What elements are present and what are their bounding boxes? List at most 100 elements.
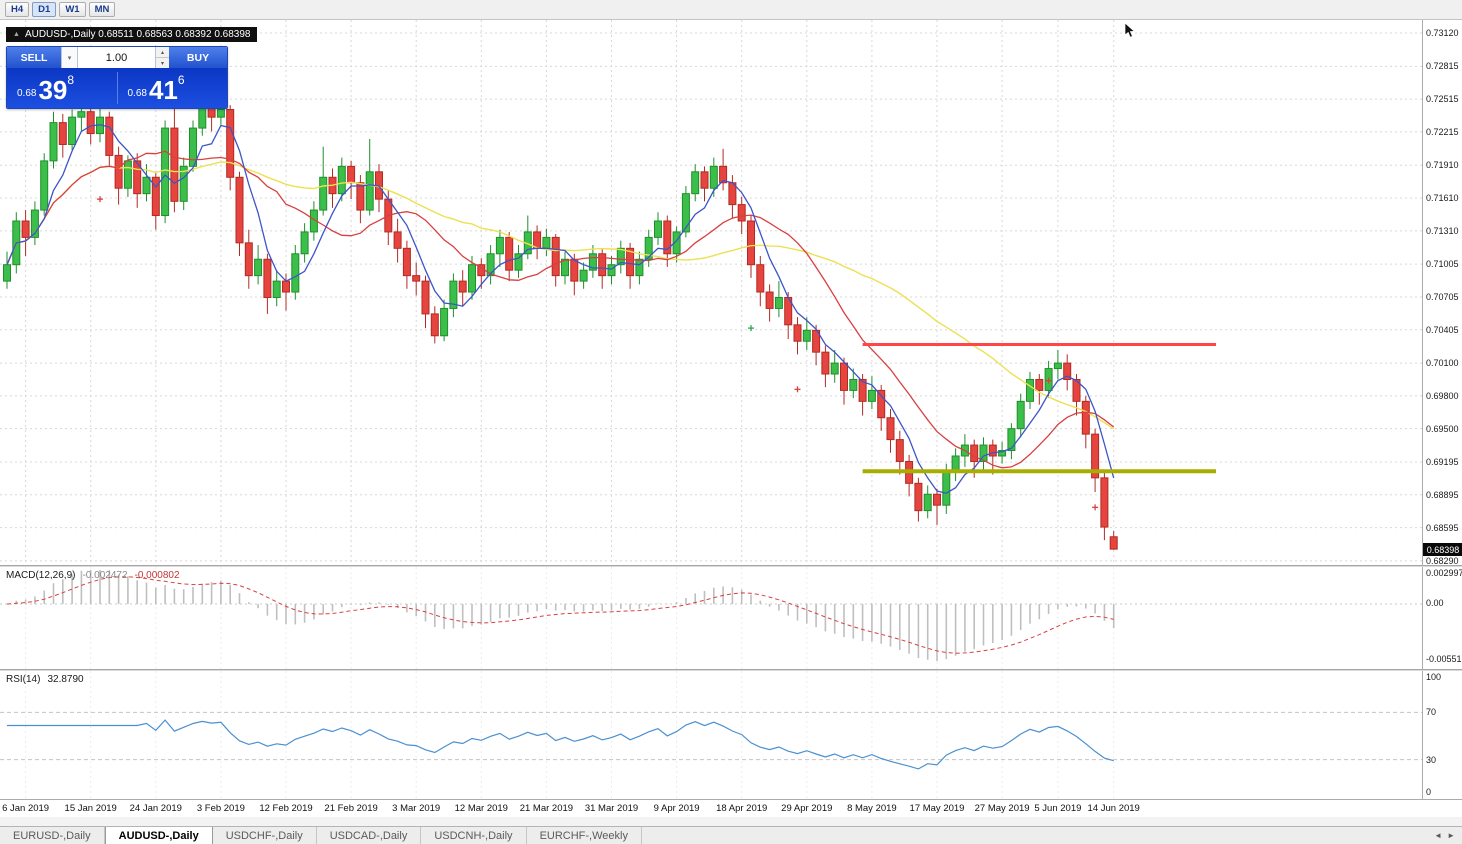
macd-panel: MACD(12,26,9) -0.002472 -0.000802 0.0029…	[0, 567, 1462, 669]
symbol-marker-icon: ▲	[13, 31, 20, 38]
one-click-trading-panel: SELL ▾ 1.00 ▴ ▾ BUY 0.68 39 8 0.68 41	[6, 46, 228, 109]
chart-tabs-list: EURUSD-,Daily AUDUSD-,Daily USDCHF-,Daily U…	[0, 827, 642, 844]
time-axis-label: 31 Mar 2019	[584, 803, 639, 814]
sell-price[interactable]: 0.68 39 8	[7, 68, 117, 108]
tab-scroll-right-icon[interactable]: ►	[1447, 831, 1455, 840]
time-axis-label: 12 Mar 2019	[454, 803, 508, 814]
tab-scroll-arrows: ◄ ►	[1434, 827, 1462, 844]
time-axis-label: 14 Jun 2019	[1087, 803, 1140, 814]
timeframe-toolbar: H4 D1 W1 MN	[0, 0, 1462, 20]
buy-price-pip-digit: 6	[177, 73, 185, 87]
buy-button[interactable]: BUY	[169, 47, 227, 68]
time-axis-label: 6 Jan 2019	[2, 803, 50, 814]
volume-stepper: ▴ ▾	[155, 47, 169, 68]
price-scale-label: 0.68595	[1426, 522, 1459, 533]
time-axis-label: 24 Jan 2019	[129, 803, 182, 814]
timeframe-button-w1[interactable]: W1	[59, 2, 86, 17]
time-axis-label: 21 Mar 2019	[519, 803, 574, 814]
sell-price-prefix: 0.68	[17, 88, 37, 99]
rsi-scale[interactable]: 100 70 30 0	[1422, 671, 1462, 799]
price-scale-label: 0.71610	[1426, 193, 1459, 204]
time-axis-label: 3 Feb 2019	[196, 803, 245, 814]
price-scale-label: 0.71910	[1426, 160, 1459, 171]
timeframe-button-h4[interactable]: H4	[5, 2, 30, 17]
one-click-controls-row: SELL ▾ 1.00 ▴ ▾ BUY	[7, 47, 227, 68]
time-axis-label: 15 Jan 2019	[64, 803, 117, 814]
time-axis-label: 3 Mar 2019	[392, 803, 441, 814]
sell-button[interactable]: SELL	[7, 47, 61, 68]
rsi-canvas[interactable]	[0, 671, 1422, 799]
price-scale-label: 0.70705	[1426, 291, 1459, 302]
price-scale-label: 0.73120	[1426, 28, 1459, 38]
buy-price[interactable]: 0.68 41 6	[118, 68, 228, 108]
time-axis-label: 27 May 2019	[974, 803, 1030, 814]
chart-ohlc-info: ▲ AUDUSD-,Daily 0.68511 0.68563 0.68392 …	[6, 27, 258, 42]
panel-splitter[interactable]	[0, 565, 1462, 567]
price-scale[interactable]: 0.68398 0.73120 0.72815 0.72515 0.72215 0.71…	[1422, 20, 1462, 566]
volume-input[interactable]: 1.00	[78, 47, 155, 68]
rsi-scale-70: 70	[1426, 707, 1437, 717]
timeframe-button-mn[interactable]: MN	[88, 2, 116, 17]
chart-tabs-bar: EURUSD-,Daily AUDUSD-,Daily USDCHF-,Daily U…	[0, 826, 1462, 844]
chart-tab-eurusd-daily[interactable]: EURUSD-,Daily	[0, 827, 105, 844]
chart-title: AUDUSD-,Daily 0.68511 0.68563 0.68392 0.…	[24, 29, 251, 40]
time-axis-label: 5 Jun 2019	[1034, 803, 1082, 814]
volume-decrease-button[interactable]: ▾	[156, 58, 169, 68]
macd-scale-zero: 0.00	[1426, 598, 1444, 608]
price-scale-label: 0.72815	[1426, 61, 1459, 72]
chart-tab-usdcad-daily[interactable]: USDCAD-,Daily	[316, 827, 422, 844]
price-scale-label: 0.69800	[1426, 390, 1459, 401]
time-axis-label: 9 Apr 2019	[653, 803, 700, 814]
volume-increase-button[interactable]: ▴	[156, 47, 169, 58]
buy-price-big-digits: 41	[148, 75, 178, 105]
macd-scale-top: 0.002997	[1426, 568, 1462, 578]
time-axis-label: 21 Feb 2019	[324, 803, 378, 814]
rsi-header: RSI(14) 32.8790	[6, 674, 84, 685]
price-scale-label: 0.69500	[1426, 423, 1459, 434]
time-axis-label: 29 Apr 2019	[781, 803, 833, 814]
price-scale-label: 0.72215	[1426, 126, 1459, 137]
sell-price-pip-digit: 8	[67, 73, 75, 87]
time-axis-label: 17 May 2019	[909, 803, 965, 814]
price-scale-label: 0.68290	[1426, 555, 1459, 566]
tab-scroll-left-icon[interactable]: ◄	[1434, 831, 1443, 840]
price-chart-canvas[interactable]	[0, 20, 1422, 565]
price-scale-label: 0.71005	[1426, 259, 1459, 270]
main-chart-panel: ▲ AUDUSD-,Daily 0.68511 0.68563 0.68392 …	[0, 20, 1462, 566]
volume-dropdown-button[interactable]: ▾	[61, 47, 78, 68]
macd-name: MACD(12,26,9)	[6, 570, 76, 581]
chart-scroll-strip	[0, 817, 1462, 826]
chart-tab-usdcnh-daily[interactable]: USDCNH-,Daily	[421, 827, 527, 844]
price-scale-label: 0.72515	[1426, 94, 1459, 105]
rsi-value: 32.8790	[47, 674, 84, 685]
price-scale-label: 0.69195	[1426, 457, 1459, 467]
rsi-scale-30: 30	[1426, 755, 1437, 765]
time-axis-label: 8 May 2019	[847, 803, 897, 814]
macd-main-value: -0.002472	[82, 570, 128, 581]
panel-splitter[interactable]	[0, 669, 1462, 671]
price-scale-label: 0.68895	[1426, 489, 1459, 500]
timeframe-button-d1[interactable]: D1	[32, 2, 57, 17]
time-axis-label: 18 Apr 2019	[716, 803, 768, 814]
chart-tab-usdchf-daily[interactable]: USDCHF-,Daily	[212, 827, 317, 844]
price-scale-label: 0.71310	[1426, 225, 1459, 236]
macd-signal-value: -0.000802	[134, 570, 180, 581]
time-axis-label: 12 Feb 2019	[259, 803, 313, 814]
macd-canvas[interactable]	[0, 567, 1422, 669]
chart-tab-audusd-daily[interactable]: AUDUSD-,Daily	[104, 827, 213, 844]
rsi-name: RSI(14)	[6, 674, 41, 685]
macd-header: MACD(12,26,9) -0.002472 -0.000802	[6, 570, 180, 581]
rsi-panel: RSI(14) 32.8790 100 70 30 0	[0, 671, 1462, 799]
time-axis[interactable]: 6 Jan 2019 15 Jan 2019 24 Jan 2019 3 Feb 20…	[0, 799, 1462, 817]
one-click-prices-row: 0.68 39 8 0.68 41 6	[7, 68, 227, 108]
rsi-scale-0: 0	[1426, 787, 1432, 797]
macd-scale[interactable]: 0.002997 0.00 -0.00551	[1422, 567, 1462, 669]
rsi-scale-100: 100	[1426, 672, 1442, 682]
chevron-down-icon: ▾	[67, 54, 72, 62]
current-price-badge: 0.68398	[1423, 543, 1462, 557]
price-scale-label: 0.70100	[1426, 358, 1459, 369]
chart-tab-eurchf-weekly[interactable]: EURCHF-,Weekly	[526, 827, 642, 844]
price-divider	[116, 72, 118, 104]
price-scale-label: 0.70405	[1426, 324, 1459, 335]
